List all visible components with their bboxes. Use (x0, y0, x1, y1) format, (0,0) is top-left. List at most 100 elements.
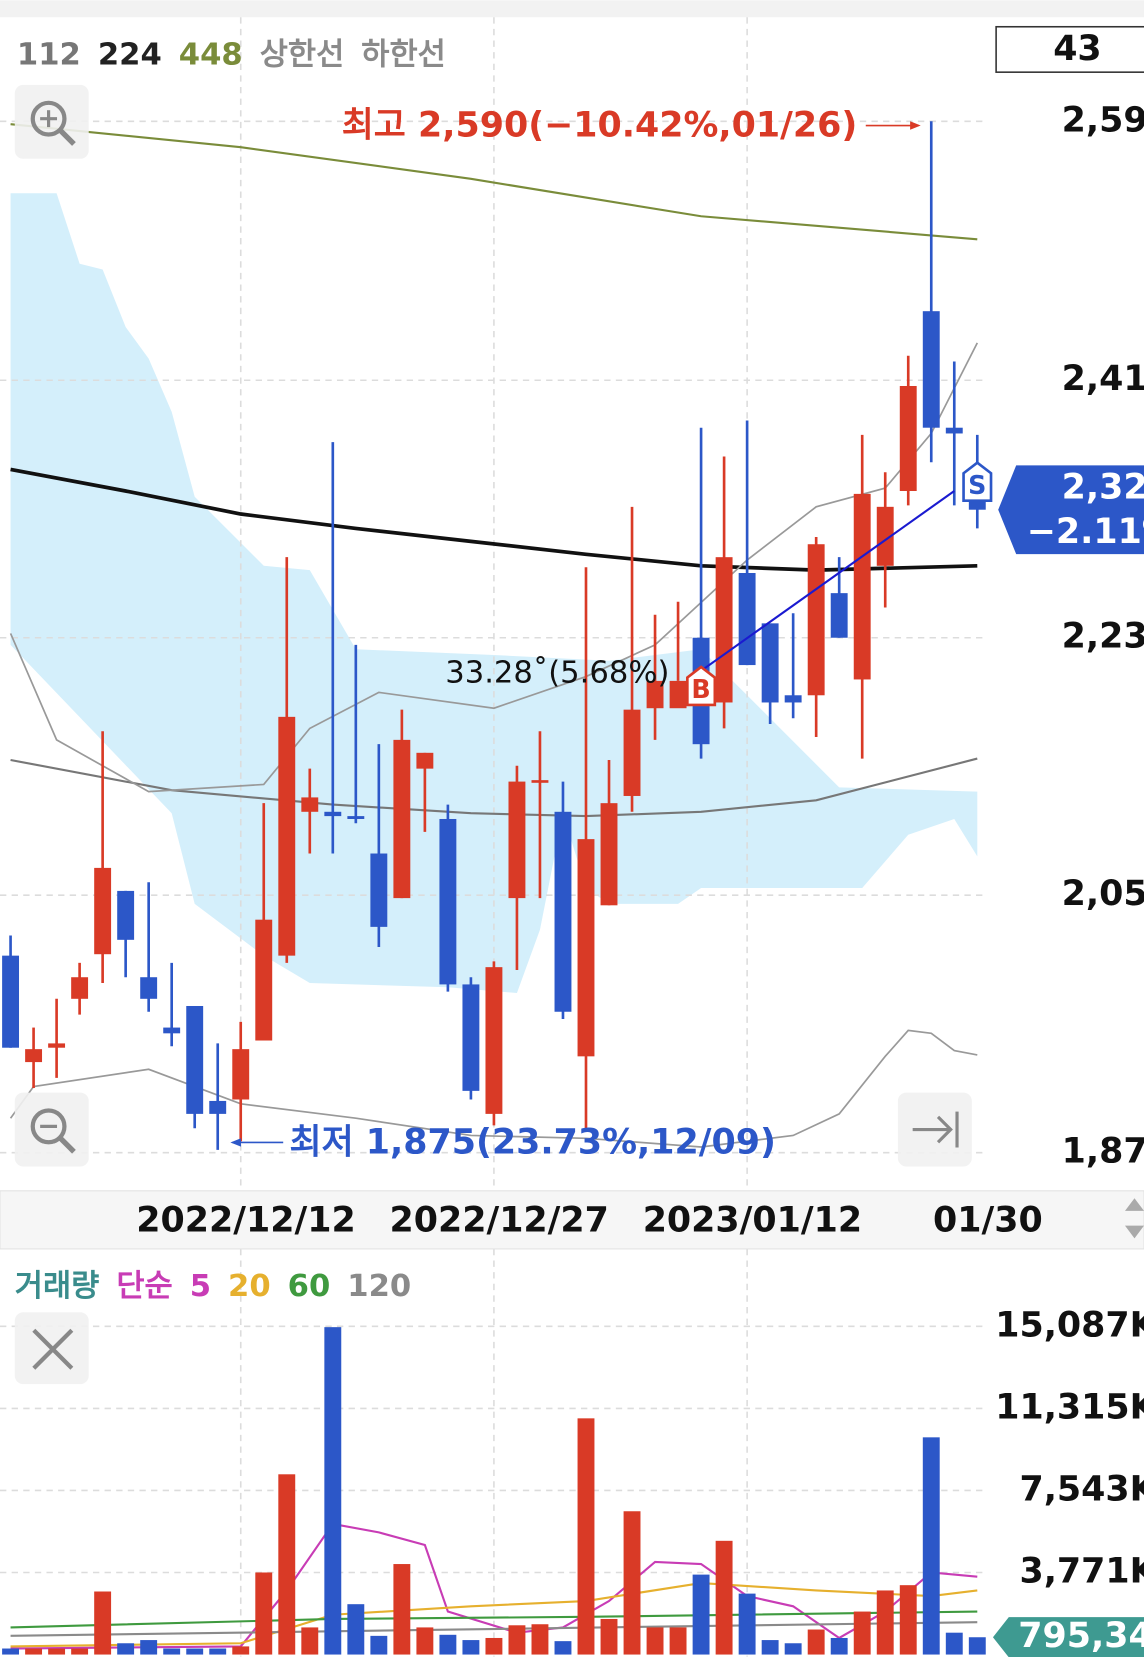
button-bg[interactable] (14, 84, 89, 159)
last-volume: 795,347 (1018, 1616, 1144, 1656)
legend-item: 60 (288, 1268, 331, 1303)
y-tick-label: 2,410 (1062, 359, 1144, 399)
button-bg[interactable] (14, 1092, 89, 1167)
candle-body (669, 680, 687, 709)
volume-bar (945, 1632, 963, 1655)
candle-body (163, 1027, 181, 1034)
candle-body (370, 853, 388, 927)
trade-marker (962, 461, 993, 503)
y-tick-label: 1,873 (1062, 1132, 1144, 1172)
axis-scale-button[interactable] (1124, 1198, 1144, 1239)
candle-body (255, 919, 273, 1041)
last-change: −2.11% (1027, 512, 1144, 552)
volume-bar (623, 1511, 641, 1655)
candle-body (830, 593, 848, 638)
candle-body (324, 811, 342, 817)
volume-bar (393, 1564, 411, 1655)
icon (1124, 1225, 1144, 1239)
zoom-in-button[interactable] (14, 84, 89, 159)
y-tick-label: 11,315K (995, 1387, 1144, 1427)
trade-marker-label: B (691, 674, 710, 704)
ma-line (9, 342, 979, 793)
candle-body (715, 557, 733, 703)
last-price-tag (998, 465, 1144, 555)
volume-bar (347, 1604, 365, 1655)
candle-body (232, 1049, 250, 1100)
high-annotation: 최고 2,590(−10.42%,01/26) (342, 106, 858, 146)
candle-layer (2, 121, 986, 1655)
candle-body (278, 716, 296, 956)
candle-body (485, 967, 503, 1114)
volume-bar (876, 1590, 894, 1655)
y-tick-label: 15,087K (995, 1305, 1144, 1345)
volume-bar (922, 1437, 940, 1655)
volume-bar (485, 1637, 503, 1655)
volume-bar (163, 1648, 181, 1655)
volume-bar (370, 1635, 388, 1655)
candle-body (416, 752, 434, 769)
candle-body (186, 1005, 204, 1114)
volume-bar (531, 1624, 549, 1655)
x-tick-label: 2022/12/27 (389, 1200, 608, 1240)
volume-bar (577, 1418, 595, 1655)
top-strip (0, 0, 1144, 18)
volume-bar (255, 1572, 273, 1655)
volume-bar (439, 1634, 457, 1655)
candle-body (922, 311, 940, 428)
volume-bar (25, 1648, 43, 1655)
scroll-end-button[interactable] (897, 1092, 972, 1167)
volume-bar (968, 1637, 986, 1655)
volume-bar (209, 1648, 227, 1655)
candle-body (25, 1049, 43, 1063)
candle-body (94, 867, 112, 955)
ma-line (10, 123, 978, 241)
volume-bar (554, 1641, 572, 1655)
legend-item: 120 (347, 1268, 411, 1303)
candle-body (439, 818, 457, 985)
candle-body (48, 1043, 66, 1048)
legend-item: 20 (228, 1268, 271, 1303)
zoom-out-button[interactable] (14, 1092, 89, 1167)
y-tick-label: 2,052 (1062, 874, 1144, 914)
ma-line (10, 1621, 978, 1637)
volume-bar (830, 1637, 848, 1655)
ma-line (10, 1610, 978, 1629)
icon (30, 1108, 67, 1145)
icon (30, 100, 67, 137)
counter: 43 (1053, 29, 1102, 69)
volume-bar (692, 1574, 710, 1655)
counter-box[interactable] (995, 25, 1144, 73)
candle-body (117, 890, 135, 940)
volume-bar (48, 1648, 66, 1655)
candle-body (577, 839, 595, 1057)
y-tick-label: 2,590 (1062, 100, 1144, 140)
volume-bar (462, 1640, 480, 1655)
candle-body (623, 709, 641, 796)
volume-bar (117, 1643, 135, 1655)
candle-body (531, 780, 549, 783)
x-tick-label: 2022/12/12 (136, 1200, 355, 1240)
candle-body (347, 816, 365, 819)
last-price: 2,320 (1062, 468, 1144, 508)
volume-bar (807, 1629, 825, 1655)
overlay-layer: 2,590 2,410 2,231 2,052 1,873 15,087K 11,315K 7… (136, 100, 1144, 1657)
candle-body (462, 984, 480, 1091)
candle-body (2, 955, 20, 1048)
last-volume-tag (992, 1617, 1144, 1657)
candle-body (876, 506, 894, 566)
candle-body (600, 803, 618, 906)
volume-bar (416, 1627, 434, 1655)
y-tick-label: 2,231 (1062, 617, 1144, 657)
legend-item: 112 (17, 37, 81, 72)
volume-bar (186, 1648, 204, 1655)
cloud-layer (10, 193, 978, 994)
volume-bar (853, 1611, 871, 1655)
volume-bar (140, 1640, 158, 1655)
volume-bar (899, 1585, 917, 1655)
candle-body (140, 977, 158, 999)
candle-body (209, 1100, 227, 1114)
legend-item: 하한선 (361, 37, 446, 72)
close-button[interactable] (14, 1312, 89, 1385)
candle-body (784, 695, 802, 703)
